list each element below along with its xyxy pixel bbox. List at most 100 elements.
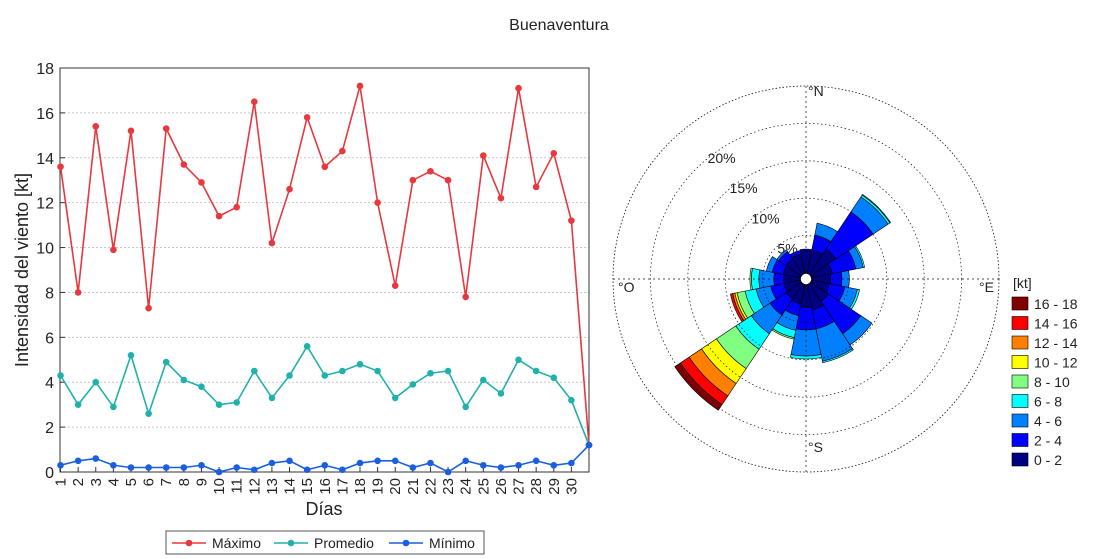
data-point-minimo xyxy=(251,466,258,474)
data-point-promedio xyxy=(409,381,417,388)
data-point-minimo xyxy=(480,461,487,469)
data-point-maximo xyxy=(268,239,276,247)
line-chart-series xyxy=(57,82,593,476)
wind-rose-legend-swatch xyxy=(1011,433,1029,447)
x-tick-label: 5 xyxy=(123,478,140,486)
data-point-promedio xyxy=(180,376,188,384)
y-tick-label: 6 xyxy=(45,330,54,347)
x-tick-label: 2 xyxy=(70,478,87,486)
data-point-maximo xyxy=(233,203,240,211)
x-tick-label: 15 xyxy=(299,478,316,495)
wind-rose-legend-label: 14 - 16 xyxy=(1034,316,1078,332)
wind-rose-legend-label: 10 - 12 xyxy=(1034,355,1078,371)
data-point-maximo xyxy=(356,82,364,90)
wind-rose-legend-label: 0 - 2 xyxy=(1034,452,1062,468)
wind-rose-legend-swatch xyxy=(1011,335,1029,350)
data-point-maximo xyxy=(497,194,505,202)
legend-swatch-marker xyxy=(402,539,410,547)
x-tick-label: 10 xyxy=(211,478,228,495)
data-point-promedio xyxy=(391,394,399,402)
wind-rose-ring-label: 15% xyxy=(730,180,758,196)
legend-swatch-marker xyxy=(287,539,295,547)
data-point-minimo xyxy=(286,457,293,465)
data-point-maximo xyxy=(321,163,329,171)
wind-rose-legend-label: 6 - 8 xyxy=(1034,394,1062,410)
data-point-minimo xyxy=(180,464,188,471)
wind-rose-segment xyxy=(674,362,723,411)
wind-rose-center xyxy=(800,273,812,285)
wind-rose-segment xyxy=(861,193,892,224)
line-chart-legend-box xyxy=(165,530,485,555)
y-tick-label: 10 xyxy=(36,241,54,258)
data-point-promedio xyxy=(127,351,135,359)
data-point-promedio xyxy=(497,390,505,397)
wind-rose-legend-swatch xyxy=(1011,355,1029,369)
data-point-promedio xyxy=(268,394,276,402)
legend-label: Máximo xyxy=(212,535,261,551)
data-point-minimo xyxy=(515,461,522,469)
data-point-promedio xyxy=(339,367,346,375)
data-point-maximo xyxy=(286,185,293,193)
figure-title: Buenaventura xyxy=(509,17,609,34)
y-tick-label: 18 xyxy=(36,61,54,78)
data-point-maximo xyxy=(532,183,540,191)
data-point-promedio xyxy=(462,403,469,411)
data-point-maximo xyxy=(180,161,188,168)
data-point-promedio xyxy=(321,372,329,379)
data-point-minimo xyxy=(321,461,329,469)
data-point-minimo xyxy=(462,457,469,465)
wind-rose-legend-title: [kt] xyxy=(1013,275,1032,291)
data-point-maximo xyxy=(57,163,64,171)
x-tick-label: 26 xyxy=(493,478,510,495)
data-point-promedio xyxy=(515,356,522,364)
wind-rose-segment xyxy=(776,249,789,262)
data-point-promedio xyxy=(303,343,311,350)
wind-rose-legend-label: 12 - 14 xyxy=(1034,335,1078,351)
data-point-minimo xyxy=(550,461,558,469)
data-point-maximo xyxy=(339,147,346,155)
y-tick-label: 0 xyxy=(45,465,54,482)
data-point-maximo xyxy=(215,212,223,220)
data-point-maximo xyxy=(74,289,82,296)
data-point-maximo xyxy=(427,167,434,175)
line-chart-y-ticks: 0 2 4 6 8 10 12 14 16 18 xyxy=(36,61,65,482)
y-tick-label: 12 xyxy=(36,196,54,213)
wind-rose-direction-label: °S xyxy=(808,439,823,455)
x-tick-label: 23 xyxy=(440,478,457,495)
data-point-promedio xyxy=(444,367,452,375)
data-point-maximo xyxy=(110,246,117,254)
data-point-promedio xyxy=(532,367,540,375)
data-point-promedio xyxy=(145,410,152,417)
data-point-maximo xyxy=(409,176,417,184)
legend-swatch-marker xyxy=(185,539,193,547)
wind-rose-legend-label: 16 - 18 xyxy=(1034,296,1078,312)
data-point-minimo xyxy=(497,464,505,471)
y-tick-label: 16 xyxy=(36,106,54,123)
wind-rose-legend-label: 2 - 4 xyxy=(1034,433,1062,449)
data-point-maximo xyxy=(92,123,100,130)
data-point-maximo xyxy=(515,84,522,92)
data-point-minimo xyxy=(162,464,170,471)
data-point-maximo xyxy=(251,98,258,105)
wind-rose-ring xyxy=(724,197,888,361)
data-point-minimo xyxy=(339,466,346,474)
wind-rose-ring xyxy=(687,160,925,398)
wind-rose-ring-label: 20% xyxy=(708,150,736,166)
data-point-minimo xyxy=(409,464,417,471)
x-tick-label: 17 xyxy=(334,478,351,495)
x-tick-label: 11 xyxy=(229,478,246,494)
wind-rose-direction-label: °O xyxy=(618,279,635,295)
data-point-maximo xyxy=(568,217,575,224)
wind-rose-legend-swatch xyxy=(1011,394,1029,408)
data-point-minimo xyxy=(110,461,117,469)
wind-rose-direction-label: °E xyxy=(979,279,994,295)
data-point-minimo xyxy=(356,459,364,467)
data-point-promedio xyxy=(550,374,558,382)
x-tick-label: 7 xyxy=(158,478,175,486)
data-point-maximo xyxy=(391,282,399,290)
wind-rose-legend-swatch xyxy=(1011,316,1029,330)
wind-rose-ring-label: 10% xyxy=(752,210,780,226)
x-tick-label: 22 xyxy=(422,478,439,495)
y-tick-label: 8 xyxy=(45,285,54,302)
